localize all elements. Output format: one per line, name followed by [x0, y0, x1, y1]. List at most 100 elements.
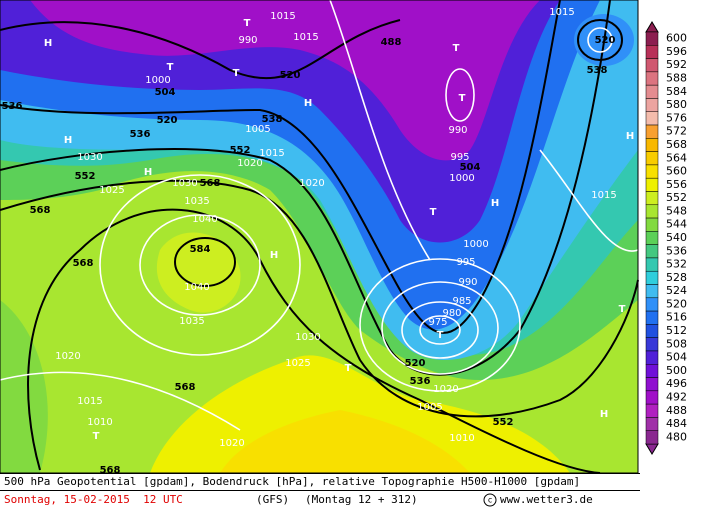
legend-label: 512: [666, 324, 687, 337]
legend-swatch: [645, 164, 659, 179]
isobar-label: 980: [442, 308, 461, 319]
pressure-center: H: [64, 135, 72, 146]
isobar-label: 1020: [55, 351, 80, 362]
isobar-label: 995: [450, 152, 469, 163]
field-492: [30, 0, 540, 161]
isobar-label: 1035: [179, 316, 204, 327]
isobars: [0, 0, 639, 431]
pressure-center: T: [244, 18, 251, 29]
isobar-label: 1030: [295, 332, 320, 343]
legend-swatch: [645, 377, 659, 392]
legend-label: 528: [666, 271, 687, 284]
isobar-label: 1035: [184, 196, 209, 207]
pressure-center: T: [167, 62, 174, 73]
isobar-label: 995: [456, 257, 475, 268]
pressure-center: T: [345, 363, 352, 374]
geopotential-label: 552: [75, 171, 96, 182]
isobar-label: 1025: [99, 185, 124, 196]
legend-swatch: [645, 45, 659, 59]
isobar-label: 990: [238, 35, 257, 46]
legend-swatch: [645, 390, 659, 405]
geopotential-label: 520: [280, 70, 301, 81]
legend-swatch: [645, 217, 659, 232]
legend-label: 596: [666, 45, 687, 58]
isobar-label: 1020: [237, 158, 262, 169]
pressure-center: T: [430, 207, 437, 218]
legend-label: 520: [666, 297, 687, 310]
legend-label: 480: [666, 430, 687, 443]
isobar-label: 975: [428, 317, 447, 328]
geopotential-label: 520: [157, 115, 178, 126]
field-560: [220, 410, 470, 473]
footer-credit: www.wetter3.de: [500, 493, 593, 506]
legend-label: 564: [666, 151, 687, 164]
legend-label: 580: [666, 98, 687, 111]
legend-label: 504: [666, 351, 687, 364]
isobar-label: 1015: [77, 396, 102, 407]
legend-swatch: [645, 138, 659, 152]
geopotential-label: 504: [460, 162, 481, 173]
legend-swatch: [645, 297, 659, 312]
legend-swatch: [645, 310, 659, 325]
geopotential-label: 552: [230, 145, 251, 156]
legend-swatch: [645, 403, 659, 418]
legend-label: 572: [666, 125, 687, 138]
isobar-label: 1010: [87, 417, 112, 428]
legend-swatch: [645, 31, 659, 46]
isobar-label: 1020: [433, 384, 458, 395]
legend-swatch: [645, 231, 659, 245]
field-544: [0, 300, 48, 473]
pressure-center: T: [233, 68, 240, 79]
legend: 6005965925885845805765725685645605565525…: [645, 21, 687, 455]
pressure-center: T: [437, 330, 444, 341]
geopotential-label: 536: [130, 129, 151, 140]
isobar-label: 1015: [270, 11, 295, 22]
footer-run: (Montag 12 + 312): [305, 493, 418, 506]
geopotential-label: 536: [2, 101, 23, 112]
legend-swatch: [645, 191, 659, 206]
isobar-label: 1030: [77, 152, 102, 163]
legend-swatch: [645, 270, 659, 285]
legend-label: 488: [666, 404, 687, 417]
geopotential-label: 552: [493, 417, 514, 428]
pressure-center: H: [270, 250, 278, 261]
legend-label: 492: [666, 390, 687, 403]
geopotential-label: 538: [587, 65, 608, 76]
legend-label: 524: [666, 284, 687, 297]
isobar-label: 1015: [549, 7, 574, 18]
pressure-center: H: [491, 198, 499, 209]
legend-swatch: [645, 244, 659, 259]
legend-label: 508: [666, 337, 687, 350]
pressure-center: H: [304, 98, 312, 109]
isobar-label: 1015: [293, 32, 318, 43]
pressure-center: H: [44, 38, 52, 49]
legend-swatch: [645, 98, 659, 112]
pressure-center: T: [93, 431, 100, 442]
legend-swatch: [645, 71, 659, 86]
legend-label: 568: [666, 138, 687, 151]
legend-swatch: [645, 364, 659, 378]
geopotential-label: 568: [73, 258, 94, 269]
pressure-center: T: [619, 304, 626, 315]
legend-label: 584: [666, 85, 687, 98]
pressure-center: T: [459, 93, 466, 104]
pressure-center: T: [453, 43, 460, 54]
legend-swatch: [645, 350, 659, 365]
pressure-center: H: [600, 409, 608, 420]
legend-swatch: [645, 84, 659, 99]
legend-label: 544: [666, 218, 687, 231]
legend-label: 500: [666, 364, 687, 377]
geopotential-label: 538: [262, 114, 283, 125]
legend-label: 600: [666, 32, 687, 45]
legend-swatch: [645, 111, 659, 126]
isobar-label: 1005: [245, 124, 270, 135]
legend-label: 532: [666, 258, 687, 271]
legend-label: 516: [666, 311, 687, 324]
legend-swatch: [645, 337, 659, 352]
geopotential-label: 568: [30, 205, 51, 216]
isobar-label: 1020: [219, 438, 244, 449]
legend-swatch: [645, 417, 659, 431]
